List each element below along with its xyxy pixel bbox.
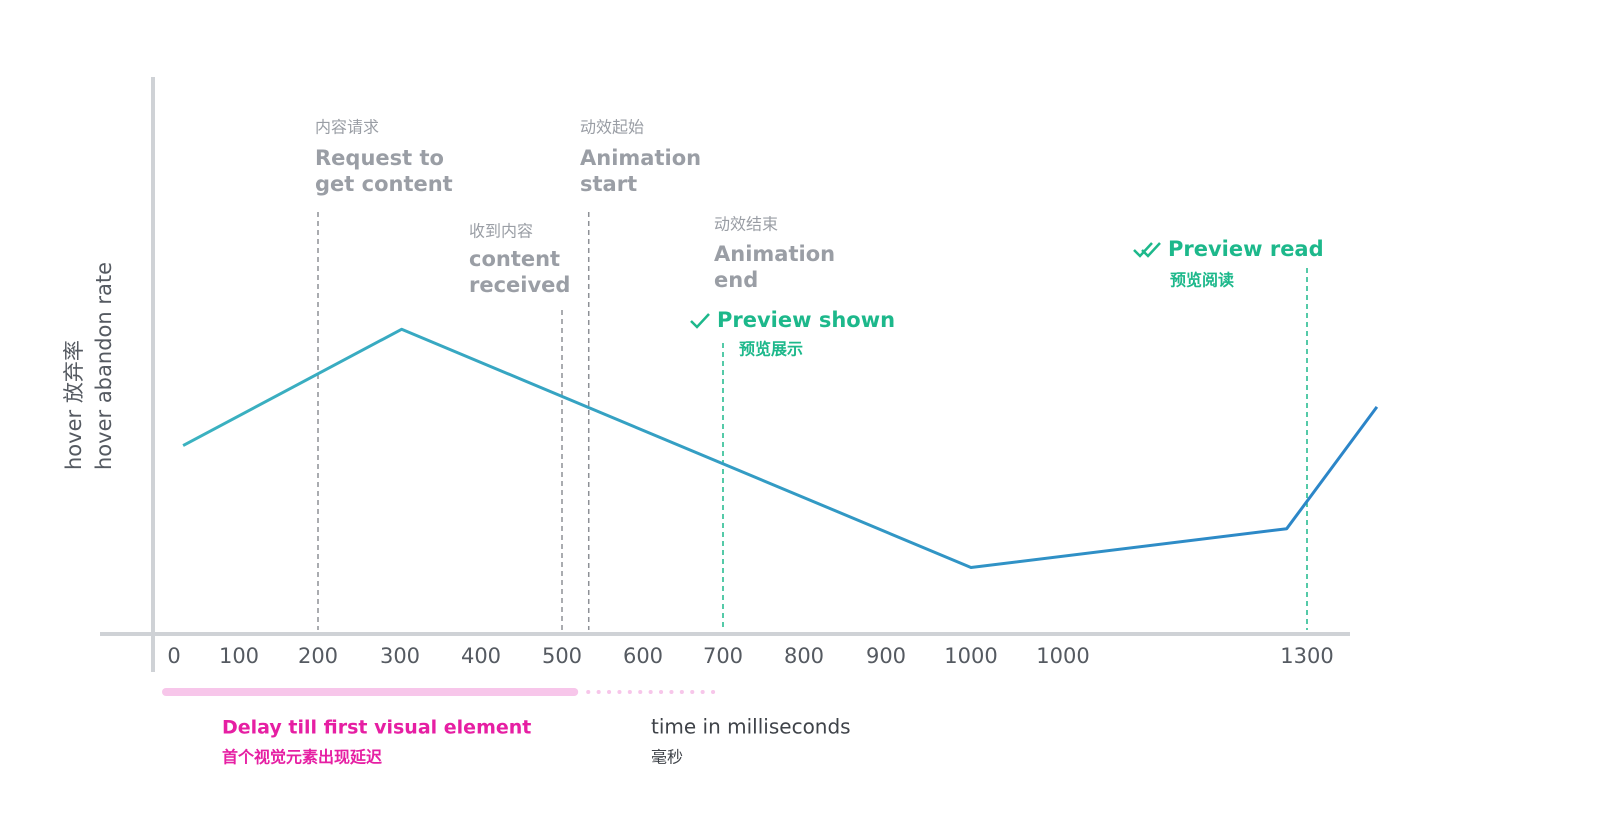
marker-label-en: Animation	[580, 146, 701, 170]
x-tick-label: 500	[542, 644, 582, 668]
y-title-zh: hover 放弃率	[62, 340, 86, 470]
x-title: time in milliseconds	[651, 715, 851, 739]
x-title-zh: 毫秒	[651, 748, 683, 767]
x-tick-label: 600	[623, 644, 663, 668]
marker-label-en: start	[580, 172, 637, 196]
marker-label-en: Request to	[315, 146, 444, 170]
x-tick-label: 1000	[944, 644, 997, 668]
x-tick-label: 200	[298, 644, 338, 668]
delay-label-en: Delay till first visual element	[222, 717, 531, 739]
y-title-en: hover abandon rate	[92, 262, 116, 470]
x-tick-label: 1300	[1280, 644, 1333, 668]
marker-label-zh: 预览阅读	[1170, 271, 1234, 290]
marker-label-en: get content	[315, 172, 453, 196]
marker-label-zh: 动效起始	[580, 118, 644, 137]
marker-label-zh: 预览展示	[739, 340, 803, 359]
x-tick-label: 700	[703, 644, 743, 668]
x-tick-label: 0	[167, 644, 180, 668]
marker-label-en: Animation	[714, 242, 835, 266]
check-icon	[690, 313, 710, 329]
y-title: hover 放弃率 hover abandon rate	[62, 262, 116, 470]
abandon-line	[182, 327, 1379, 569]
check-icon	[1133, 242, 1153, 258]
marker-label-en: Preview shown	[717, 308, 895, 332]
marker-label-en: Preview read	[1168, 237, 1324, 261]
marker-label-en: received	[469, 273, 570, 297]
x-tick-label: 800	[784, 644, 824, 668]
x-tick-label: 100	[219, 644, 259, 668]
x-tick-label: 400	[461, 644, 501, 668]
marker-label-zh: 动效结束	[714, 215, 778, 234]
x-tick-label: 300	[380, 644, 420, 668]
delay-label-zh: 首个视觉元素出现延迟	[222, 748, 382, 767]
marker-label-en: content	[469, 247, 560, 271]
delay-bar	[162, 688, 579, 696]
x-tick-label: 1000	[1036, 644, 1089, 668]
marker-label-en: end	[714, 268, 758, 292]
marker-label-zh: 内容请求	[315, 118, 379, 137]
marker-label-zh: 收到内容	[469, 222, 533, 241]
x-tick-label: 900	[866, 644, 906, 668]
